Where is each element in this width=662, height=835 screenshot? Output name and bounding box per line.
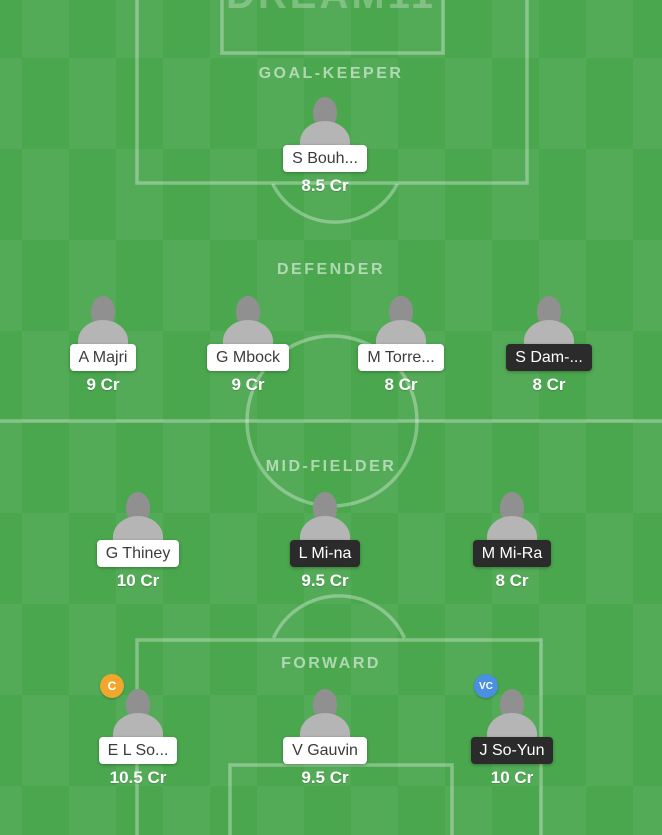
player-avatar: [484, 689, 540, 745]
player-price: 9 Cr: [231, 375, 265, 394]
player-name-tag: S Dam-...: [506, 344, 592, 371]
section-label-defender: DEFENDER: [276, 261, 385, 278]
player-avatar: [297, 97, 353, 153]
player-price: 9.5 Cr: [301, 571, 349, 590]
dream11-watermark: DREAM11: [0, 0, 662, 18]
player-avatar: [521, 296, 577, 352]
player-card-fwd-1[interactable]: C E L So... 10.5 Cr: [90, 674, 186, 788]
player-card-mid-3[interactable]: M Mi-Ra 8 Cr: [464, 492, 560, 591]
player-price: 9 Cr: [86, 375, 120, 394]
player-name-tag: V Gauvin: [283, 737, 367, 764]
player-avatar: [484, 492, 540, 548]
top-goal-box: [220, 0, 445, 55]
player-card-mid-1[interactable]: G Thiney 10 Cr: [90, 492, 186, 591]
player-name-tag: G Mbock: [206, 344, 289, 371]
captain-badge: C: [100, 674, 124, 698]
player-card-def-2[interactable]: G Mbock 9 Cr: [200, 296, 296, 395]
player-avatar: [75, 296, 131, 352]
player-avatar: [373, 296, 429, 352]
player-price: 8 Cr: [532, 375, 566, 394]
player-card-fwd-2[interactable]: V Gauvin 9.5 Cr: [277, 689, 373, 788]
player-name-tag: M Mi-Ra: [472, 540, 552, 567]
player-avatar: [297, 689, 353, 745]
section-label-midfielder: MID-FIELDER: [265, 458, 397, 475]
player-name-tag: L Mi-na: [289, 540, 361, 567]
player-price: 8 Cr: [495, 571, 529, 590]
player-avatar: [110, 689, 166, 745]
player-name-tag: S Bouh...: [283, 145, 367, 172]
player-price: 10 Cr: [490, 768, 534, 787]
player-card-fwd-3[interactable]: VC J So-Yun 10 Cr: [464, 674, 560, 788]
player-price: 9.5 Cr: [301, 768, 349, 787]
player-price: 8.5 Cr: [301, 176, 349, 195]
player-name-tag: G Thiney: [96, 540, 180, 567]
player-avatar: [110, 492, 166, 548]
player-price: 10.5 Cr: [109, 768, 167, 787]
player-card-def-1[interactable]: A Majri 9 Cr: [55, 296, 151, 395]
player-avatar: [297, 492, 353, 548]
brand-watermark-clip: DREAM11: [0, 0, 662, 19]
player-name-tag: M Torre...: [358, 344, 444, 371]
player-name-tag: A Majri: [69, 344, 137, 371]
player-name-tag: E L So...: [98, 737, 178, 764]
section-label-forward: FORWARD: [281, 655, 381, 672]
player-avatar: [220, 296, 276, 352]
section-label-goalkeeper: GOAL-KEEPER: [258, 65, 404, 82]
player-card-def-3[interactable]: M Torre... 8 Cr: [353, 296, 449, 395]
player-price: 10 Cr: [116, 571, 160, 590]
player-name-tag: J So-Yun: [470, 737, 554, 764]
player-price: 8 Cr: [384, 375, 418, 394]
player-card-gk-1[interactable]: S Bouh... 8.5 Cr: [277, 97, 373, 196]
bottom-penalty-arc: [271, 594, 407, 639]
player-card-mid-2[interactable]: L Mi-na 9.5 Cr: [277, 492, 373, 591]
vice-captain-badge: VC: [474, 674, 498, 698]
player-card-def-4[interactable]: S Dam-... 8 Cr: [501, 296, 597, 395]
